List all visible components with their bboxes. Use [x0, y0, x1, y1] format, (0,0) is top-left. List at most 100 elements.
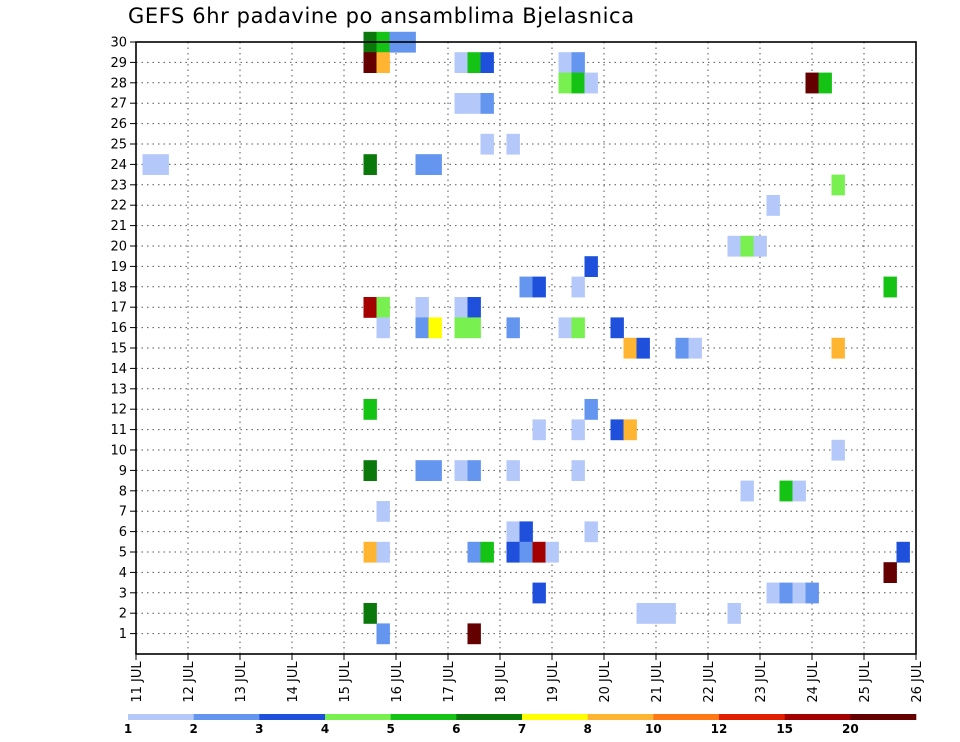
precip-cell [506, 133, 520, 155]
colorbar-swatch [587, 714, 654, 720]
precip-cell [532, 276, 546, 298]
precip-cell [480, 52, 494, 73]
precip-cell [623, 419, 637, 441]
precip-cell [376, 52, 390, 73]
precip-cell [467, 541, 481, 563]
y-tick-label: 1 [119, 627, 127, 642]
y-tick-label: 15 [110, 342, 127, 357]
y-tick-label: 11 [110, 423, 127, 438]
precip-cell [480, 93, 494, 114]
x-tick-label: 13 JUL [234, 661, 249, 703]
precip-cell [558, 72, 572, 94]
y-tick-label: 6 [119, 525, 127, 540]
y-tick-label: 14 [110, 362, 127, 377]
colorbar-swatch [193, 714, 260, 720]
x-tick-label: 19 JUL [546, 661, 561, 703]
x-tick-label: 18 JUL [494, 661, 509, 703]
precip-cell [415, 460, 429, 481]
precip-cell [571, 72, 585, 94]
precip-cell [792, 582, 806, 604]
precip-cell [779, 582, 793, 604]
precip-cell [740, 235, 754, 257]
precip-cell [376, 501, 390, 522]
y-tick-label: 20 [110, 240, 127, 255]
y-tick-label: 12 [110, 403, 127, 418]
x-tick-label: 24 JUL [806, 661, 821, 703]
colorbar-label: 1 [124, 722, 132, 736]
colorbar-label: 3 [255, 722, 263, 736]
colorbar-swatch [522, 714, 588, 720]
precip-cell [571, 317, 585, 339]
precip-cell [454, 460, 468, 481]
precip-cell [883, 562, 897, 583]
precip-cell [532, 419, 546, 441]
precip-cell [454, 52, 468, 73]
precip-cell [428, 317, 442, 339]
y-tick-label: 19 [110, 260, 127, 275]
precip-cell [519, 521, 533, 543]
precip-cell [571, 52, 585, 73]
precip-cell [753, 235, 767, 257]
precip-cell [805, 582, 819, 604]
y-tick-label: 7 [119, 505, 127, 520]
precip-cell [584, 521, 598, 543]
precip-cell [766, 582, 780, 604]
precip-cell [454, 93, 468, 114]
precip-cell [142, 154, 156, 175]
y-tick-label: 9 [119, 464, 127, 479]
precip-cell [558, 52, 572, 73]
colorbar-swatch [850, 714, 917, 720]
precip-cell [584, 399, 598, 420]
y-tick-label: 21 [110, 219, 127, 234]
precip-cell [467, 52, 481, 73]
precip-cell [584, 72, 598, 94]
precip-cell [571, 460, 585, 481]
precip-cell [779, 480, 793, 502]
y-tick-label: 8 [119, 484, 127, 499]
precip-cell [506, 541, 520, 563]
y-tick-label: 18 [110, 280, 127, 295]
precip-cell [610, 419, 624, 441]
precip-cell [428, 460, 442, 481]
precip-cell [467, 93, 481, 114]
precip-cell [376, 317, 390, 339]
precip-cell [688, 337, 702, 359]
precip-cell [363, 541, 377, 563]
precip-cell [610, 317, 624, 339]
precip-cell [649, 603, 663, 624]
precip-cell [363, 460, 377, 481]
precip-cell [792, 480, 806, 502]
colorbar-swatch [456, 714, 523, 720]
x-tick-label: 17 JUL [442, 661, 457, 703]
precip-cell [519, 276, 533, 298]
precip-cell [545, 541, 559, 563]
x-tick-label: 16 JUL [390, 661, 405, 703]
colorbar-label: 10 [645, 722, 662, 736]
y-tick-label: 13 [110, 382, 127, 397]
precip-cell [376, 541, 390, 563]
colorbar-label: 4 [321, 722, 329, 736]
y-tick-label: 5 [119, 546, 127, 561]
chart-title: GEFS 6hr padavine po ansamblima Bjelasni… [128, 4, 635, 28]
precip-cell [818, 72, 832, 94]
colorbar-swatch [325, 714, 391, 720]
precip-cell [831, 439, 845, 461]
colorbar-swatch [259, 714, 326, 720]
y-tick-label: 2 [119, 607, 127, 622]
precip-cell [623, 337, 637, 359]
colorbar-swatch [784, 714, 851, 720]
colorbar-swatch [719, 714, 785, 720]
colorbar-swatch [128, 714, 194, 720]
precipitation-cells [142, 31, 910, 645]
precip-cell [506, 317, 520, 339]
precip-cell [428, 154, 442, 175]
precip-cell [571, 276, 585, 298]
colorbar-label: 6 [452, 722, 460, 736]
colorbar-swatch [653, 714, 720, 720]
precip-cell [363, 52, 377, 73]
precip-cell [454, 317, 468, 339]
precip-cell [415, 297, 429, 318]
y-tick-label: 3 [119, 586, 127, 601]
colorbar-label: 8 [583, 722, 591, 736]
